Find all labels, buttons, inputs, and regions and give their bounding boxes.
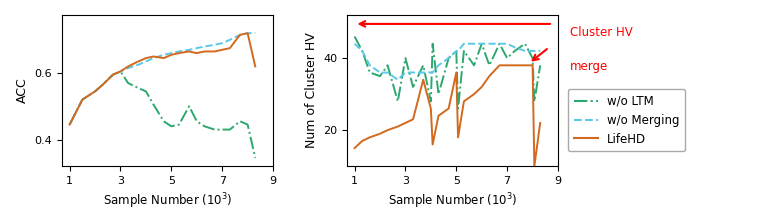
Y-axis label: Num of Cluster HV: Num of Cluster HV — [305, 33, 318, 148]
Text: Cluster HV: Cluster HV — [570, 26, 632, 39]
Legend: w/o LTM, w/o Merging, LifeHD: w/o LTM, w/o Merging, LifeHD — [568, 89, 685, 151]
X-axis label: Sample Number ($10^3$): Sample Number ($10^3$) — [388, 191, 517, 211]
Y-axis label: ACC: ACC — [16, 78, 29, 103]
Text: merge: merge — [570, 60, 608, 73]
X-axis label: Sample Number ($10^3$): Sample Number ($10^3$) — [103, 191, 232, 211]
